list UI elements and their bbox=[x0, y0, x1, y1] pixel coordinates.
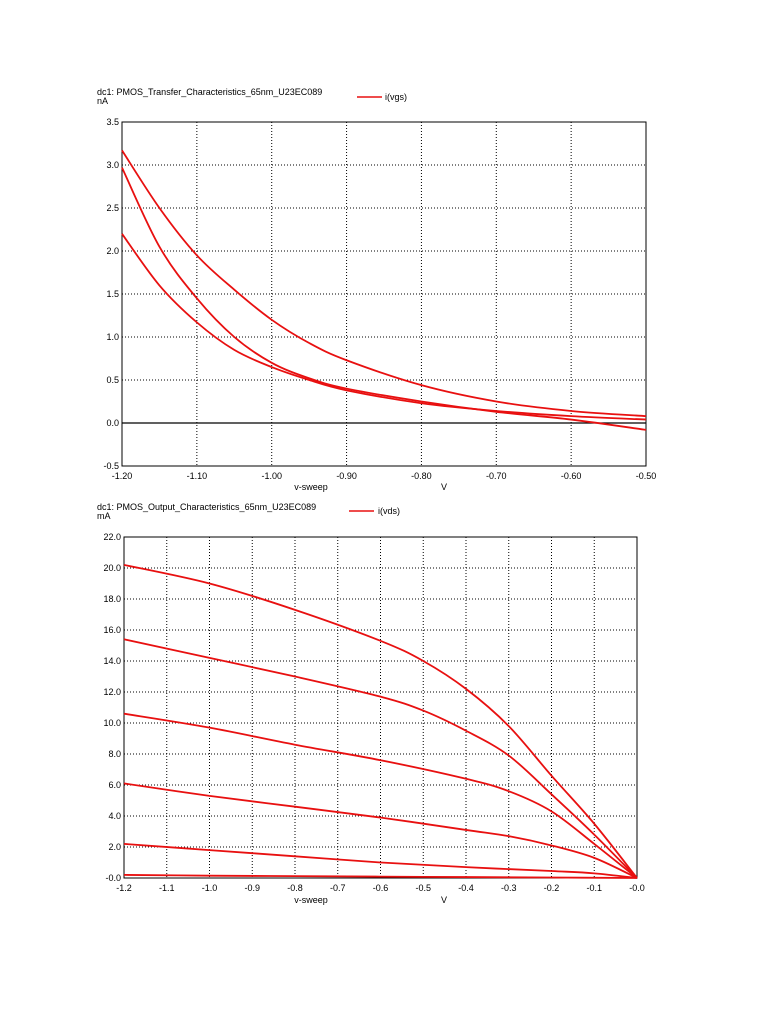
x-tick-label: -0.2 bbox=[544, 883, 560, 893]
x-tick-label: -0.90 bbox=[336, 471, 357, 481]
series-line-1 bbox=[123, 564, 638, 879]
y-unit-label: nA bbox=[97, 96, 108, 106]
chart-title: dc1: PMOS_Transfer_Characteristics_65nm_… bbox=[97, 87, 322, 97]
y-tick-label: -0.5 bbox=[103, 461, 119, 471]
x-tick-label: -0.9 bbox=[244, 883, 260, 893]
y-tick-label: 20.0 bbox=[103, 563, 121, 573]
y-tick-label: 10.0 bbox=[103, 718, 121, 728]
series-line-5 bbox=[123, 843, 638, 879]
chart-2: dc1: PMOS_Output_Characteristics_65nm_U2… bbox=[97, 502, 645, 905]
x-tick-label: -0.50 bbox=[636, 471, 657, 481]
legend-label: i(vgs) bbox=[385, 92, 407, 102]
y-unit-label: mA bbox=[97, 511, 111, 521]
y-tick-label: 4.0 bbox=[108, 811, 121, 821]
y-tick-label: 2.5 bbox=[106, 203, 119, 213]
series-line-2 bbox=[121, 167, 647, 431]
series-line-1 bbox=[121, 149, 647, 418]
y-tick-label: 3.0 bbox=[106, 160, 119, 170]
x-tick-label: -0.0 bbox=[629, 883, 645, 893]
x-tick-label: -0.80 bbox=[411, 471, 432, 481]
y-tick-label: 16.0 bbox=[103, 625, 121, 635]
y-tick-label: 14.0 bbox=[103, 656, 121, 666]
y-tick-label: -0.0 bbox=[105, 873, 121, 883]
y-tick-label: 1.0 bbox=[106, 332, 119, 342]
x-tick-label: -0.8 bbox=[287, 883, 303, 893]
legend-label: i(vds) bbox=[378, 506, 400, 516]
y-tick-label: 8.0 bbox=[108, 749, 121, 759]
y-tick-label: 2.0 bbox=[108, 842, 121, 852]
x-tick-label: -1.1 bbox=[159, 883, 175, 893]
y-tick-label: 3.5 bbox=[106, 117, 119, 127]
y-tick-label: 0.0 bbox=[106, 418, 119, 428]
x-tick-label: -0.3 bbox=[501, 883, 517, 893]
y-tick-label: 6.0 bbox=[108, 780, 121, 790]
x-tick-label: -1.20 bbox=[112, 471, 133, 481]
chart-title: dc1: PMOS_Output_Characteristics_65nm_U2… bbox=[97, 502, 316, 512]
chart-1: dc1: PMOS_Transfer_Characteristics_65nm_… bbox=[97, 87, 656, 492]
x-tick-label: -0.1 bbox=[586, 883, 602, 893]
x-tick-label: -1.00 bbox=[261, 471, 282, 481]
y-tick-label: 18.0 bbox=[103, 594, 121, 604]
x-tick-label: -1.10 bbox=[187, 471, 208, 481]
y-tick-label: 0.5 bbox=[106, 375, 119, 385]
series-line-4 bbox=[123, 782, 638, 879]
y-tick-label: 2.0 bbox=[106, 246, 119, 256]
series-line-2 bbox=[123, 638, 638, 879]
y-tick-label: 1.5 bbox=[106, 289, 119, 299]
x-axis-label: v-sweep bbox=[294, 895, 328, 905]
x-tick-label: -0.60 bbox=[561, 471, 582, 481]
y-tick-label: 12.0 bbox=[103, 687, 121, 697]
x-unit-label: V bbox=[441, 895, 447, 905]
x-axis-label: v-sweep bbox=[294, 482, 328, 492]
series-line-3 bbox=[121, 233, 647, 421]
x-tick-label: -0.5 bbox=[415, 883, 431, 893]
x-unit-label: V bbox=[441, 482, 447, 492]
series-line-3 bbox=[123, 712, 638, 879]
x-tick-label: -1.2 bbox=[116, 883, 132, 893]
x-tick-label: -1.0 bbox=[202, 883, 218, 893]
x-tick-label: -0.7 bbox=[330, 883, 346, 893]
series-line-6 bbox=[123, 874, 638, 879]
x-tick-label: -0.6 bbox=[373, 883, 389, 893]
x-tick-label: -0.4 bbox=[458, 883, 474, 893]
x-tick-label: -0.70 bbox=[486, 471, 507, 481]
y-tick-label: 22.0 bbox=[103, 532, 121, 542]
